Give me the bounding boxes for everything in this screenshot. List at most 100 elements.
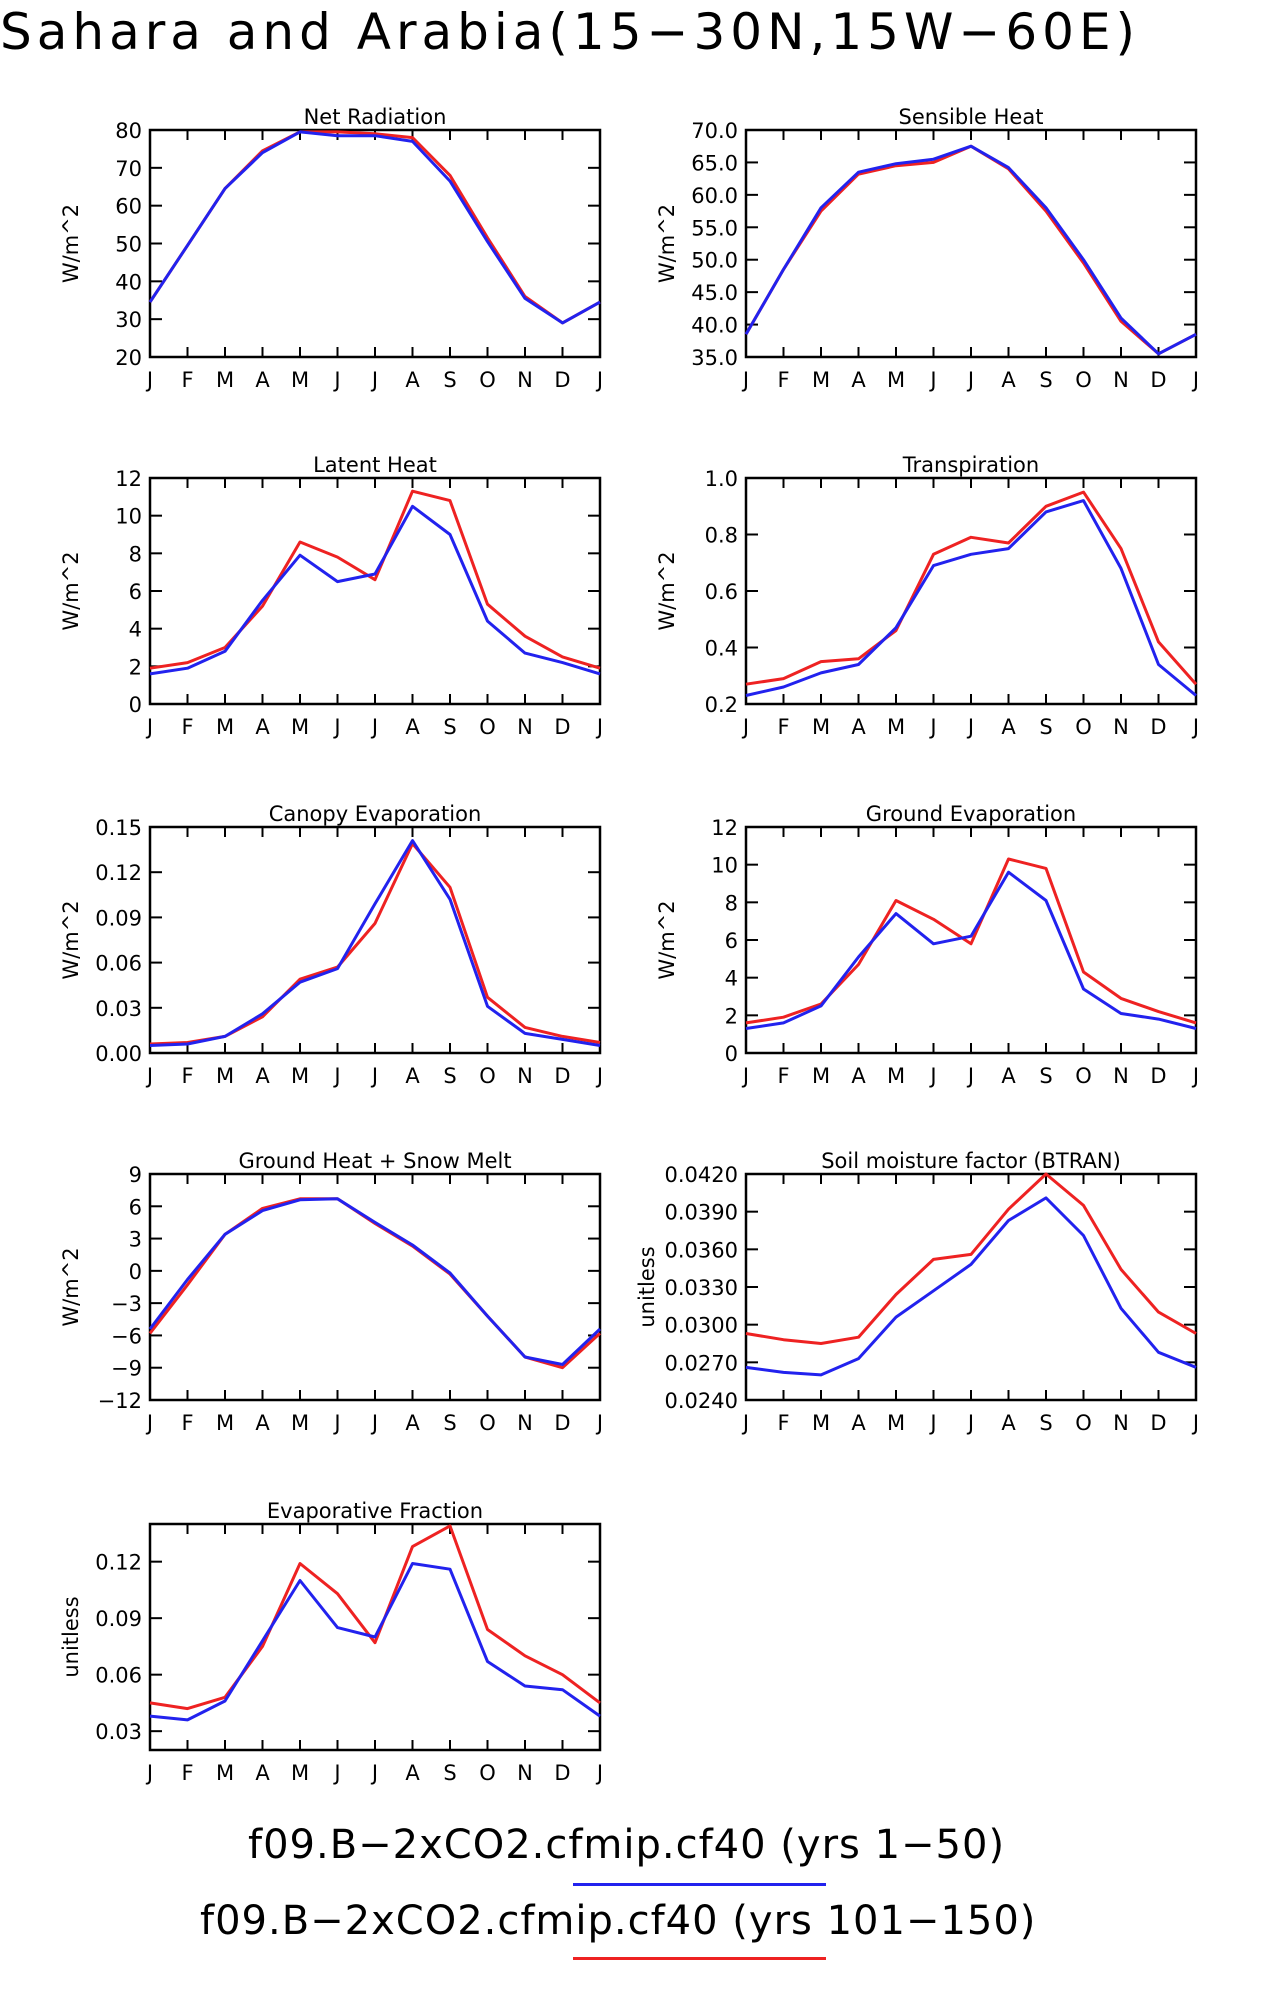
y-axis-label: W/m^2 — [59, 204, 83, 283]
series-line-yrs-101-150 — [745, 490, 1198, 686]
y-tick-label: 0 — [129, 1260, 142, 1284]
series-line-yrs-101-150 — [745, 1172, 1197, 1345]
x-tick-label: O — [1075, 715, 1092, 739]
x-tick-label: M — [216, 1064, 234, 1088]
y-tick-label: 0.0240 — [665, 1389, 738, 1413]
x-tick-label: J — [741, 1411, 749, 1435]
x-tick-label: J — [966, 715, 974, 739]
x-tick-label: D — [554, 715, 570, 739]
y-tick-label: 40.0 — [691, 314, 738, 338]
x-tick-label: M — [812, 1064, 830, 1088]
series-line-yrs-1-50 — [745, 1196, 1197, 1377]
y-tick-label: −3 — [111, 1292, 142, 1316]
x-tick-label: J — [595, 368, 603, 392]
x-tick-label: J — [145, 1411, 153, 1435]
y-tick-label: 8 — [129, 542, 142, 566]
x-tick-label: N — [517, 1761, 533, 1785]
y-axis-label: W/m^2 — [59, 1247, 83, 1326]
x-tick-label: F — [181, 715, 193, 739]
x-tick-label: O — [1075, 1064, 1092, 1088]
x-tick-label: M — [887, 1411, 905, 1435]
legend-label-yrs-101-150: f09.B−2xCO2.cfmip.cf40 (yrs 101−150) — [200, 1898, 1037, 1944]
x-tick-label: D — [1150, 1411, 1166, 1435]
y-tick-label: 0.0360 — [665, 1238, 738, 1262]
y-tick-label: 4 — [725, 967, 738, 991]
x-tick-label: D — [554, 1411, 570, 1435]
x-tick-label: N — [517, 715, 533, 739]
y-tick-label: 0.06 — [95, 1664, 142, 1688]
y-tick-label: 0.0420 — [665, 1163, 738, 1187]
x-tick-label: S — [1039, 1064, 1052, 1088]
y-axis-label: W/m^2 — [655, 204, 679, 283]
series-line-yrs-1-50 — [149, 504, 601, 676]
x-tick-label: S — [1039, 1411, 1052, 1435]
y-tick-label: 6 — [129, 580, 142, 604]
x-tick-label: A — [255, 1761, 270, 1785]
legend-label-yrs-1-50: f09.B−2xCO2.cfmip.cf40 (yrs 1−50) — [248, 1822, 1006, 1868]
x-tick-label: J — [928, 715, 936, 739]
y-axis-label: W/m^2 — [655, 900, 679, 979]
x-tick-label: M — [291, 1064, 309, 1088]
x-tick-label: J — [1191, 1411, 1199, 1435]
x-tick-label: A — [255, 1411, 270, 1435]
chart-title: Soil moisture factor (BTRAN) — [821, 1149, 1121, 1173]
y-tick-label: 0.00 — [95, 1042, 142, 1066]
x-tick-label: F — [181, 1411, 193, 1435]
x-tick-label: A — [851, 1064, 866, 1088]
y-tick-label: 12 — [711, 816, 738, 840]
y-tick-label: 80 — [115, 119, 142, 143]
x-tick-label: J — [741, 368, 749, 392]
x-tick-label: O — [1075, 368, 1092, 392]
legend-swatch-yrs-101-150 — [573, 1957, 826, 1960]
y-tick-label: 8 — [725, 891, 738, 915]
y-axis-label: W/m^2 — [59, 551, 83, 630]
y-tick-label: −12 — [98, 1389, 142, 1413]
series-line-yrs-101-150 — [149, 842, 601, 1046]
x-tick-label: J — [145, 368, 153, 392]
y-tick-label: 0.06 — [95, 952, 142, 976]
x-tick-label: A — [851, 368, 866, 392]
y-axis-label: W/m^2 — [655, 551, 679, 630]
series-line-yrs-1-50 — [148, 1197, 602, 1366]
y-tick-label: 0.8 — [705, 524, 738, 548]
x-tick-label: S — [443, 1411, 456, 1435]
x-tick-label: M — [887, 368, 905, 392]
y-tick-label: 50 — [115, 233, 142, 257]
y-tick-label: 60 — [115, 195, 142, 219]
y-tick-label: 6 — [129, 1195, 142, 1219]
x-tick-label: S — [443, 1064, 456, 1088]
y-tick-label: 10 — [115, 505, 142, 529]
series-line-yrs-101-150 — [149, 1524, 601, 1711]
x-tick-label: J — [928, 368, 936, 392]
x-tick-label: J — [595, 1064, 603, 1088]
series-line-yrs-1-50 — [744, 144, 1197, 356]
x-tick-label: N — [1113, 715, 1129, 739]
y-tick-label: 2 — [129, 655, 142, 679]
chart-title: Evaporative Fraction — [267, 1499, 483, 1523]
x-tick-label: S — [443, 715, 456, 739]
series-line-yrs-1-50 — [149, 839, 601, 1047]
y-tick-label: 40 — [115, 270, 142, 294]
y-tick-label: 1.0 — [705, 467, 738, 491]
chart-title: Sensible Heat — [899, 105, 1044, 129]
y-tick-label: 0.0270 — [665, 1351, 738, 1375]
x-tick-label: N — [517, 368, 533, 392]
series-line-yrs-1-50 — [148, 130, 601, 325]
x-tick-label: J — [332, 715, 340, 739]
x-tick-label: N — [517, 1411, 533, 1435]
x-tick-label: N — [517, 1064, 533, 1088]
page-title: Sahara and Arabia(15−30N,15W−60E) — [0, 3, 1141, 61]
x-tick-label: A — [1001, 1411, 1016, 1435]
x-tick-label: O — [479, 1411, 496, 1435]
x-tick-label: J — [928, 1411, 936, 1435]
series-line-yrs-101-150 — [149, 489, 601, 670]
y-tick-label: 0.09 — [95, 1607, 142, 1631]
x-tick-label: D — [554, 1064, 570, 1088]
x-tick-label: D — [1150, 1064, 1166, 1088]
x-tick-label: S — [1039, 368, 1052, 392]
y-tick-label: 70.0 — [691, 119, 738, 143]
